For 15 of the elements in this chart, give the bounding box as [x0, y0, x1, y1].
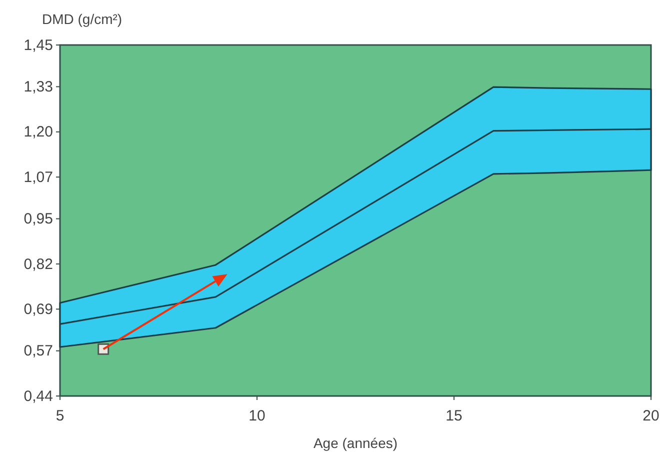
y-tick-label: 0,69 — [24, 300, 53, 318]
y-tick-label: 1,20 — [24, 124, 53, 141]
y-axis-title: DMD (g/cm²) — [42, 11, 122, 27]
y-tick-label: 0,44 — [24, 388, 53, 405]
x-tick-label: 15 — [446, 408, 462, 425]
y-tick-label: 0,95 — [24, 210, 53, 228]
y-tick-label: 0,82 — [24, 256, 53, 273]
y-tick-label: 1,07 — [24, 168, 53, 186]
x-tick-label: 10 — [248, 408, 266, 425]
y-tick-label: 1,45 — [24, 36, 53, 54]
x-tick-label: 20 — [642, 408, 660, 425]
x-axis-title: Age (années) — [313, 435, 398, 451]
y-tick-label: 0,57 — [24, 342, 53, 360]
y-tick-label: 1,33 — [24, 78, 53, 96]
x-tick-label: 5 — [56, 408, 64, 425]
